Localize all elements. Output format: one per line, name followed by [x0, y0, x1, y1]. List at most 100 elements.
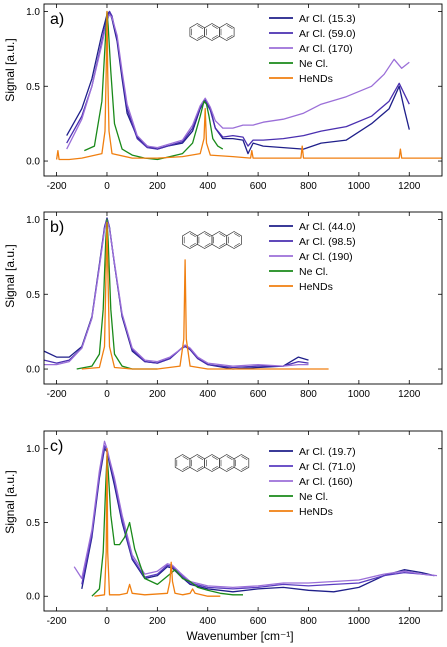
y-axis-title-c: Signal [a.u.]	[3, 470, 17, 533]
x-tick-label: 1200	[398, 389, 421, 400]
plot-frame	[43, 3, 443, 177]
molecule-ring	[219, 454, 235, 472]
molecule-bond	[226, 25, 233, 29]
molecule-bond	[241, 456, 248, 460]
plot-frame	[43, 211, 443, 385]
molecule-bond	[197, 25, 204, 29]
panel-b: -200 0 200 400 600 800 1000 1200 0.0 0.5 1.0 b) Ar C…	[26, 211, 443, 400]
panel-label: c)	[50, 438, 63, 455]
x-tick-label: 1000	[348, 181, 371, 192]
x-tick-label: 400	[199, 616, 216, 627]
series-line-1	[81, 445, 435, 590]
molecule-bond	[226, 35, 233, 39]
series-line-0	[66, 10, 410, 155]
legend-label: Ar Cl. (160)	[299, 476, 353, 488]
y-tick-label: 1.0	[26, 7, 40, 18]
panel-c: -200 0 200 400 600 800 1000 1200 0.0 0.5 1.0 c) Ar C…	[26, 430, 443, 627]
molecule-ring	[204, 454, 220, 472]
legend-label: HeNDs	[299, 73, 333, 85]
molecule-bond	[204, 243, 211, 247]
x-tick-label: 600	[250, 389, 267, 400]
tetracene-structure-icon	[182, 231, 242, 249]
molecule-bond	[189, 243, 196, 247]
legend-label: Ar Cl. (98.5)	[299, 236, 356, 248]
y-tick-label: 0.0	[26, 365, 40, 376]
y-tick-label: 0.0	[26, 157, 40, 168]
x-tick-label: -200	[47, 616, 67, 627]
legend: Ar Cl. (44.0) Ar Cl. (98.5) Ar Cl. (190) Ne…	[269, 221, 356, 293]
series-line-2	[66, 13, 410, 150]
y-tick-label: 0.5	[26, 290, 40, 301]
legend-label: Ar Cl. (170)	[299, 43, 353, 55]
x-tick-label: -200	[47, 389, 67, 400]
molecule-bond	[211, 456, 218, 460]
molecule-ring	[182, 231, 198, 249]
panel-a: -200 0 200 400 600 800 1000 1200 0.0 0.5 1.0 a) Ar C…	[26, 3, 443, 192]
y-tick-label: 1.0	[26, 444, 40, 455]
x-axis-title: Wavenumber [cm⁻¹]	[186, 629, 293, 643]
pentacene-structure-icon	[174, 454, 250, 472]
x-tick-label: 800	[300, 389, 317, 400]
series-group	[73, 440, 438, 597]
legend: Ar Cl. (19.7) Ar Cl. (71.0) Ar Cl. (160) Ne…	[269, 446, 356, 518]
anthracene-structure-icon	[189, 23, 235, 41]
molecule-bond	[211, 25, 218, 29]
molecule-bond	[219, 233, 226, 237]
x-tick-label: 1200	[398, 616, 421, 627]
molecule-ring	[233, 454, 250, 472]
y-tick-label: 0.5	[26, 82, 40, 93]
x-tick-label: 800	[300, 181, 317, 192]
x-tick-label: 200	[149, 616, 166, 627]
series-line-3	[84, 10, 224, 161]
x-tick-label: 200	[149, 389, 166, 400]
molecule-bond	[189, 233, 196, 237]
legend-label: Ar Cl. (71.0)	[299, 461, 356, 473]
x-tick-label: -200	[47, 181, 67, 192]
x-tick-label: 1200	[398, 181, 421, 192]
series-line-1	[66, 10, 410, 150]
molecule-ring	[211, 231, 228, 249]
y-tick-label: 0.0	[26, 592, 40, 603]
series-group	[44, 217, 329, 370]
molecule-bond	[226, 456, 233, 460]
series-line-2	[73, 440, 438, 589]
x-tick-label: 600	[250, 181, 267, 192]
series-line-0	[81, 448, 435, 593]
molecule-bond	[233, 233, 240, 237]
molecule-bond	[197, 35, 204, 39]
molecule-bond	[197, 456, 204, 460]
legend-label: HeNDs	[299, 281, 333, 293]
y-axis-title-b: Signal [a.u.]	[3, 244, 17, 307]
x-tick-label: 200	[149, 181, 166, 192]
x-tick-label: 0	[104, 181, 110, 192]
molecule-bond	[211, 466, 218, 470]
plot-frame	[43, 430, 443, 612]
series-line-4	[94, 448, 221, 597]
panel-label: b)	[50, 219, 64, 236]
molecule-ring	[219, 23, 235, 41]
molecule-bond	[226, 466, 233, 470]
molecule-bond	[182, 466, 189, 470]
series-line-0	[44, 217, 309, 370]
legend-label: Ne Cl.	[299, 58, 328, 70]
molecule-ring	[174, 454, 191, 472]
y-tick-label: 0.5	[26, 518, 40, 529]
panel-label: a)	[50, 11, 64, 28]
legend-label: Ar Cl. (59.0)	[299, 28, 356, 40]
x-tick-label: 1000	[348, 389, 371, 400]
molecule-bond	[197, 466, 204, 470]
series-group	[55, 10, 442, 161]
chart-panels: -200 0 200 400 600 800 1000 1200 0.0 0.5 1.0 a) Ar C…	[26, 3, 443, 627]
molecule-bond	[233, 243, 240, 247]
series-line-4	[81, 221, 329, 370]
molecule-bond	[219, 243, 226, 247]
y-tick-label: 1.0	[26, 215, 40, 226]
molecule-bond	[241, 466, 248, 470]
series-line-3	[76, 218, 158, 370]
x-tick-label: 600	[250, 616, 267, 627]
legend-label: Ar Cl. (15.3)	[299, 13, 356, 25]
x-tick-label: 1000	[348, 616, 371, 627]
molecule-ring	[189, 23, 205, 41]
legend-label: Ar Cl. (190)	[299, 251, 353, 263]
